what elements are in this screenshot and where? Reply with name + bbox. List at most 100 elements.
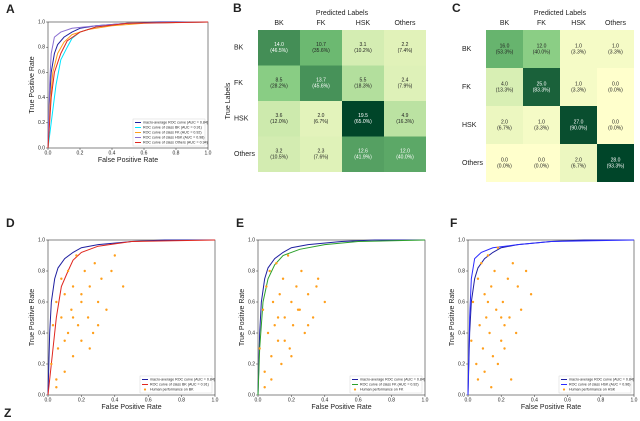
cell-value: 2.0 (318, 113, 325, 119)
human-point (91, 331, 95, 335)
cell-value: 2.2 (402, 42, 409, 48)
human-point (506, 277, 510, 280)
heatmap-cell (486, 68, 523, 106)
human-point (51, 324, 55, 327)
heatmap-cell (258, 30, 300, 66)
human-point (524, 269, 528, 273)
y-tick-label: 0.4 (38, 330, 45, 336)
panel-label: A (6, 2, 15, 16)
human-point (263, 370, 266, 373)
legend-label: ROC curve of class FK (AUC = 0.92) (360, 382, 419, 386)
cell-percent: (3.3%) (571, 49, 586, 55)
human-point (519, 308, 523, 311)
panel-label: B (233, 1, 242, 15)
y-tick-label: 0.4 (248, 330, 255, 336)
cell-percent: (0.0%) (608, 87, 623, 93)
cell-percent: (0.0%) (497, 163, 512, 169)
human-point (288, 347, 291, 350)
human-point (476, 277, 480, 280)
cell-percent: (0.0%) (608, 125, 623, 131)
human-point (470, 339, 473, 342)
x-tick-label: 0.4 (109, 150, 116, 156)
cell-percent: (10.2%) (354, 48, 372, 54)
human-point (56, 347, 60, 350)
heatmap-title: Predicted Labels (316, 10, 369, 17)
human-point (311, 316, 315, 319)
cell-percent: (28.2%) (270, 84, 288, 90)
y-tick-label: 0.0 (38, 145, 45, 151)
heatmap-cell (523, 144, 560, 182)
y-tick-label: 0.2 (38, 120, 45, 126)
human-point (71, 355, 75, 358)
human-point (83, 269, 86, 273)
x-tick-label: 0.6 (355, 397, 362, 403)
y-tick-label: 0.0 (248, 392, 255, 398)
cell-value: 0.0 (612, 119, 619, 125)
cell-percent: (41.9%) (354, 155, 372, 161)
human-point (480, 262, 483, 265)
row-label: BK (234, 45, 244, 52)
human-point (496, 246, 500, 249)
human-point (509, 378, 513, 381)
human-point (261, 308, 265, 311)
panel-label: F (450, 216, 457, 230)
cell-percent: (0.0%) (534, 163, 549, 169)
human-point (88, 347, 91, 350)
human-point (113, 254, 117, 257)
legend-label: macro-average ROC curve (AUC = 0.84) (569, 377, 634, 381)
cell-percent: (18.3%) (354, 84, 372, 90)
x-tick-label: 0.4 (321, 397, 328, 403)
y-tick-label: 0.6 (248, 299, 255, 305)
x-tick-label: 1.0 (422, 397, 429, 403)
human-point (278, 293, 281, 296)
x-tick-label: 0.6 (141, 150, 148, 156)
human-point (485, 316, 488, 319)
column-label: BK (274, 20, 284, 27)
cell-percent: (93.3%) (607, 163, 625, 169)
x-tick-label: 0.0 (465, 397, 472, 403)
heatmap-cell (384, 136, 426, 172)
y-tick-label: 0.6 (458, 299, 465, 305)
heatmap-cell (258, 101, 300, 137)
legend-label: ROC curve of class Others (AUC = 0.94) (143, 140, 208, 144)
plot-frame (257, 239, 426, 396)
heatmap-cell (384, 101, 426, 137)
y-axis-label: True Positive Rate (449, 289, 456, 346)
heatmap-cell (523, 68, 560, 106)
cell-value: 25.0 (537, 81, 547, 87)
cell-percent: (6.7%) (497, 125, 512, 131)
cell-value: 3.2 (276, 149, 283, 155)
x-tick-label: 0.6 (145, 397, 152, 403)
y-tick-label: 0.0 (38, 392, 45, 398)
cell-value: 12.0 (400, 149, 410, 155)
y-tick-label: 1.0 (248, 237, 255, 243)
legend-label: macro-average ROC curve (AUC = 0.84) (150, 377, 215, 381)
roc-curve (47, 21, 209, 149)
human-point (55, 300, 58, 304)
column-label: HSK (356, 20, 371, 27)
human-point (80, 339, 83, 342)
y-tick-label: 0.4 (458, 330, 465, 336)
human-point (55, 378, 58, 381)
cell-percent: (3.3%) (534, 125, 549, 131)
y-tick-label: 0.2 (248, 361, 255, 367)
x-axis-label: False Positive Rate (98, 157, 158, 164)
cell-percent: (6.7%) (571, 163, 586, 169)
y-tick-label: 0.6 (38, 70, 45, 76)
human-point (303, 331, 306, 335)
y-tick-label: 0.4 (38, 95, 45, 101)
human-point (514, 331, 518, 335)
cell-value: 0.0 (538, 157, 545, 163)
human-point (295, 285, 298, 288)
roc-curve (467, 239, 635, 396)
heatmap-cell (486, 106, 523, 144)
cell-value: 4.9 (402, 113, 409, 119)
human-point (315, 285, 318, 288)
cell-value: 1.0 (538, 119, 545, 125)
cell-percent: (40.0%) (396, 155, 414, 161)
heatmap-title: Predicted Labels (534, 10, 587, 17)
human-point (258, 347, 261, 350)
cell-percent: (13.3%) (496, 87, 514, 93)
y-tick-label: 1.0 (38, 19, 45, 25)
cell-value: 1.0 (575, 43, 582, 49)
